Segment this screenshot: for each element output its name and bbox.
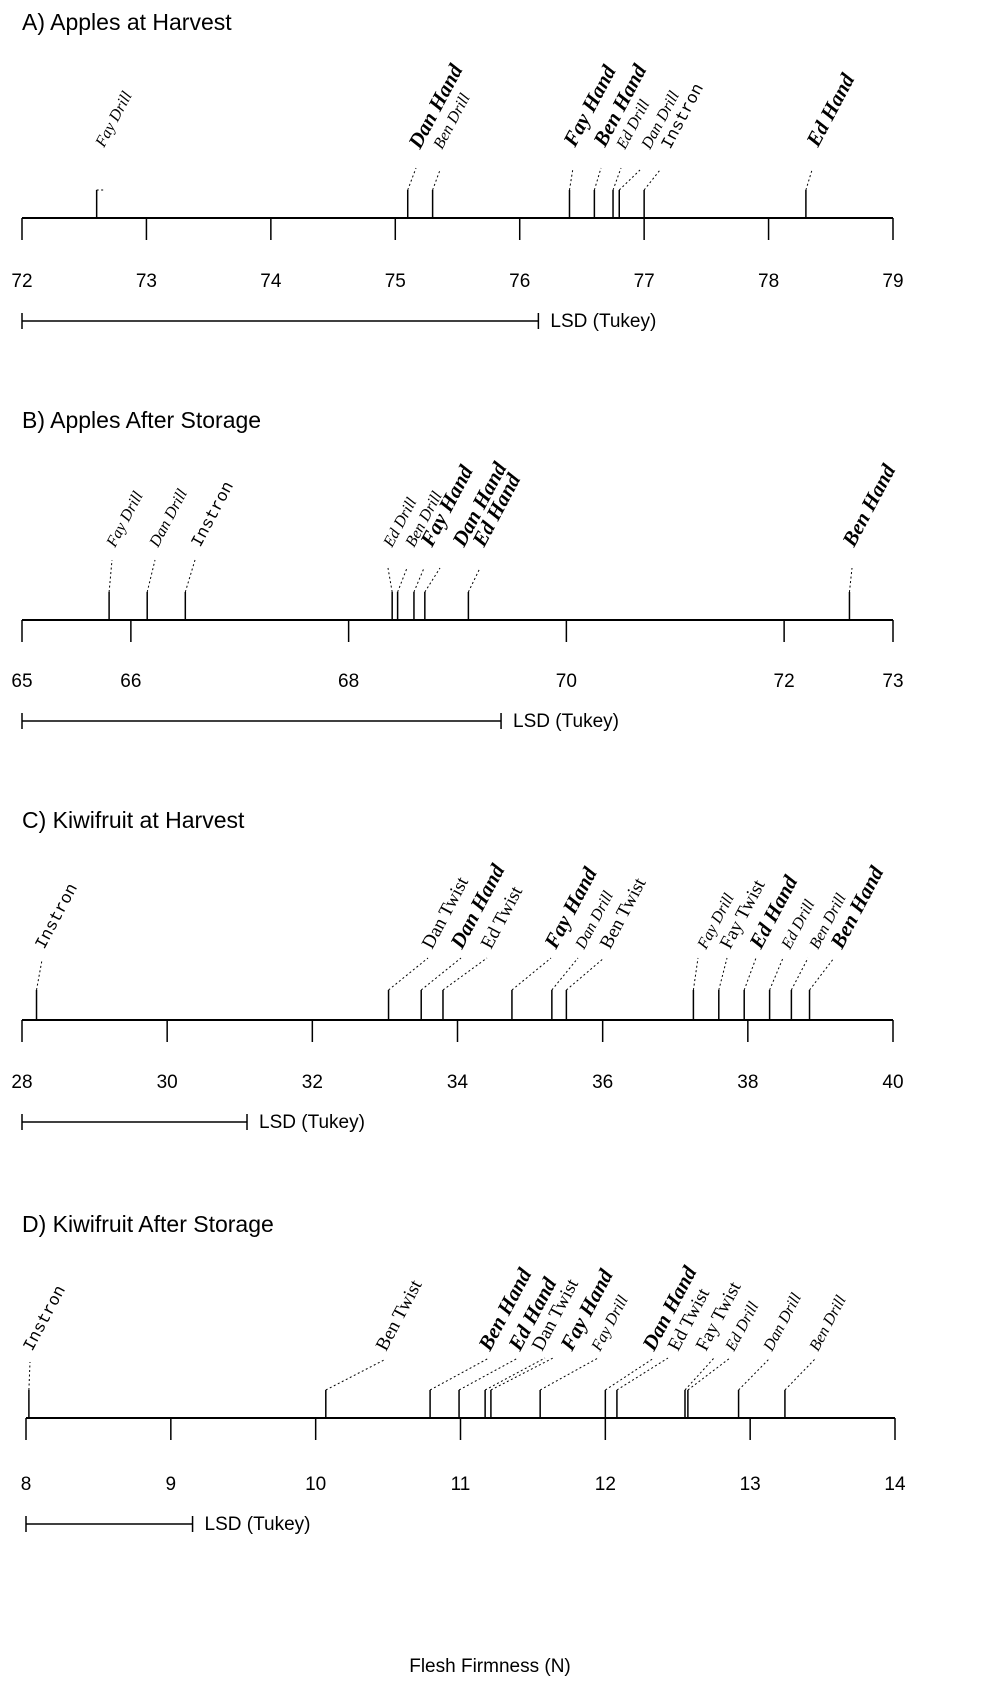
x-tick-label: 36 — [592, 1072, 613, 1093]
data-leader — [769, 957, 784, 991]
data-label: Ben Drill — [807, 1292, 850, 1353]
data-label: Ben Hand — [837, 460, 901, 551]
data-leader — [490, 1357, 554, 1391]
data-leader — [612, 167, 622, 191]
x-tick-label: 72 — [11, 271, 32, 292]
panel-title: D) Kiwifruit After Storage — [22, 1211, 274, 1237]
data-leader — [790, 957, 809, 991]
x-tick-label: 30 — [157, 1072, 178, 1093]
x-tick-label: 12 — [595, 1474, 616, 1495]
data-leader — [593, 167, 602, 191]
data-leader — [568, 167, 574, 191]
x-tick-label: 68 — [338, 671, 359, 692]
lsd-label: LSD (Tukey) — [550, 311, 656, 332]
x-tick-label: 74 — [260, 271, 282, 292]
panel-title: C) Kiwifruit at Harvest — [22, 807, 245, 833]
data-leader — [429, 1357, 490, 1391]
x-tick-label: 73 — [136, 271, 157, 292]
x-tick-label: 14 — [884, 1474, 906, 1495]
data-leader — [407, 167, 417, 191]
data-leader — [442, 957, 488, 991]
data-leader — [605, 1357, 655, 1391]
data-leader — [458, 1357, 519, 1391]
x-tick-label: 34 — [447, 1072, 469, 1093]
x-tick-label: 10 — [305, 1474, 326, 1495]
x-tick-label: 79 — [882, 271, 903, 292]
data-leader — [387, 567, 393, 593]
data-leader — [108, 559, 113, 593]
x-axis-label: Flesh Firmness (N) — [409, 1656, 571, 1677]
data-label: Instron — [21, 1283, 71, 1355]
data-label: Fay Drill — [92, 88, 136, 150]
data-label: Instron — [189, 479, 239, 551]
x-tick-label: 38 — [737, 1072, 758, 1093]
x-tick-label: 77 — [634, 271, 655, 292]
data-leader — [618, 169, 641, 191]
x-tick-label: 65 — [11, 671, 32, 692]
panel-0: A) Apples at Harvest 72 73 74 75 76 77 78 79 Fay … — [11, 9, 903, 332]
data-leader — [551, 957, 579, 991]
x-tick-label: 72 — [774, 671, 795, 692]
data-leader — [388, 957, 429, 991]
data-label: Dan Drill — [760, 1290, 805, 1355]
data-leader — [432, 169, 441, 191]
x-tick-label: 11 — [451, 1474, 471, 1495]
x-tick-label: 73 — [882, 671, 903, 692]
data-leader — [687, 1357, 731, 1391]
data-leader — [413, 567, 425, 593]
data-leader — [325, 1359, 385, 1391]
x-tick-label: 32 — [302, 1072, 323, 1093]
data-label: Ed Hand — [801, 69, 860, 151]
data-label: Fay Drill — [103, 488, 147, 550]
data-leader — [566, 957, 605, 991]
panel-1: B) Apples After Storage 65 66 68 70 72 73 Fay D… — [11, 407, 903, 732]
x-tick-label: 78 — [758, 271, 779, 292]
x-tick-label: 70 — [556, 671, 577, 692]
data-leader — [539, 1357, 599, 1391]
data-leader — [692, 957, 699, 991]
data-leader — [28, 1361, 31, 1391]
data-leader — [805, 169, 813, 191]
x-tick-label: 75 — [385, 271, 406, 292]
data-leader — [848, 567, 853, 593]
data-leader — [184, 559, 196, 593]
data-leader — [643, 169, 661, 191]
lsd-label: LSD (Tukey) — [513, 711, 619, 732]
data-leader — [397, 567, 408, 593]
panel-2: C) Kiwifruit at Harvest 28 30 32 34 36 38 40 Ins… — [11, 807, 903, 1133]
data-leader — [809, 957, 835, 991]
data-leader — [743, 957, 757, 991]
x-tick-label: 28 — [11, 1072, 32, 1093]
lsd-label: LSD (Tukey) — [259, 1112, 365, 1133]
data-leader — [467, 567, 481, 593]
data-leader — [738, 1357, 771, 1391]
x-tick-label: 76 — [509, 271, 530, 292]
data-leader — [484, 1357, 546, 1391]
x-tick-label: 9 — [166, 1474, 177, 1495]
data-leader — [146, 559, 156, 593]
data-leader — [616, 1357, 669, 1391]
panel-title: B) Apples After Storage — [22, 407, 261, 433]
data-leader — [36, 959, 43, 991]
data-leader — [424, 567, 441, 593]
panel-title: A) Apples at Harvest — [22, 9, 232, 35]
x-tick-label: 40 — [882, 1072, 903, 1093]
data-label: Ben Twist — [372, 1276, 427, 1354]
x-tick-label: 8 — [21, 1474, 32, 1495]
lsd-label: LSD (Tukey) — [205, 1514, 311, 1535]
x-tick-label: 13 — [740, 1474, 761, 1495]
x-tick-label: 66 — [120, 671, 141, 692]
data-leader — [784, 1357, 817, 1391]
data-leader — [420, 957, 462, 991]
data-leader — [511, 957, 552, 991]
data-leader — [718, 957, 728, 991]
data-label: Dan Drill — [146, 486, 191, 551]
data-label: Instron — [33, 881, 83, 953]
panel-3: D) Kiwifruit After Storage 8 9 10 11 12 13 14 In… — [21, 1211, 906, 1535]
